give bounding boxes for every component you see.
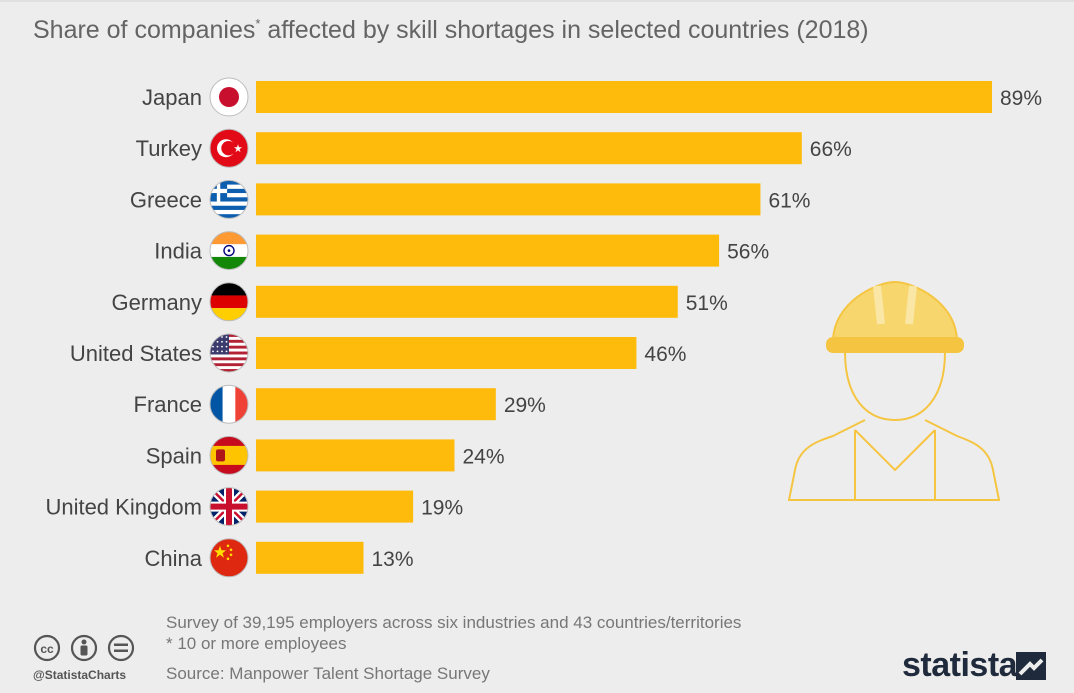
flag-outline (209, 538, 249, 578)
bar-spain (256, 439, 455, 472)
attribution-icon (70, 634, 98, 662)
statista-logo: statista (902, 646, 1018, 684)
bar-chart: Japan 89% Turkey 66% Greece 61% India 56% German… (45, 77, 1042, 578)
creative-commons-icons: cc (33, 634, 135, 662)
bar-turkey (256, 132, 802, 165)
chart-title: Share of companies* affected by skill sh… (33, 9, 1033, 45)
bar-france (256, 388, 496, 421)
employee-footnote: * 10 or more employees (166, 634, 347, 653)
bar-japan (256, 81, 992, 113)
flag-outline (209, 231, 249, 271)
bar-germany (256, 285, 678, 318)
value-label: 46% (644, 343, 686, 366)
greece-flag-icon (210, 180, 248, 219)
bar-united-states (256, 337, 637, 369)
flag-outline (209, 179, 249, 219)
flag-outline (209, 77, 249, 117)
germany-flag-icon (210, 282, 248, 321)
title-part-1: Share of companies (33, 16, 256, 44)
flag-outline (209, 487, 249, 527)
value-label: 19% (421, 497, 463, 520)
flag-outline (209, 435, 249, 475)
bar-united-kingdom (256, 490, 414, 523)
top-divider (0, 0, 1074, 2)
china-flag-icon (210, 538, 248, 577)
value-label: 61% (768, 189, 810, 212)
bar-china (256, 541, 364, 574)
flag-outline (209, 384, 249, 424)
united-states-flag-icon (210, 334, 248, 372)
flag-outline (209, 128, 249, 168)
value-label: 24% (462, 445, 504, 468)
united-kingdom-flag-icon (210, 487, 248, 526)
category-label: France (134, 392, 202, 417)
value-label: 29% (504, 394, 546, 417)
category-label: India (154, 239, 202, 264)
value-label: 56% (727, 241, 769, 264)
bar-india (256, 234, 720, 267)
no-derivatives-icon (107, 634, 135, 662)
flag-outline (209, 282, 249, 322)
category-label: Spain (146, 443, 202, 468)
france-flag-icon (210, 385, 248, 424)
value-label: 51% (686, 292, 728, 315)
category-label: United States (70, 341, 202, 366)
category-label: United Kingdom (45, 495, 202, 520)
category-label: Greece (130, 187, 202, 212)
cc-icon (33, 634, 61, 662)
title-asterisk: * (255, 16, 261, 31)
source-note: Source: Manpower Talent Shortage Survey (166, 664, 490, 683)
category-label: Germany (112, 290, 202, 315)
value-label: 66% (810, 138, 852, 161)
title-part-2: affected by skill shortages in selected … (260, 16, 869, 44)
japan-flag-icon (210, 78, 248, 116)
category-label: Japan (142, 85, 202, 110)
turkey-flag-icon (210, 129, 248, 168)
survey-note: Survey of 39,195 employers across six in… (166, 613, 742, 632)
category-label: China (145, 546, 203, 571)
svg-text:cc: cc (40, 642, 54, 656)
bar-greece (256, 183, 761, 216)
statista-handle: @StatistaCharts (33, 668, 127, 682)
construction-worker-icon (787, 280, 1001, 501)
value-label: 13% (372, 548, 414, 571)
flag-outline (209, 333, 249, 373)
statista-logo-mark-icon (1016, 652, 1046, 680)
value-label: 89% (1000, 87, 1042, 110)
category-label: Turkey (136, 136, 202, 161)
india-flag-icon (210, 231, 248, 270)
spain-flag-icon (210, 436, 248, 475)
